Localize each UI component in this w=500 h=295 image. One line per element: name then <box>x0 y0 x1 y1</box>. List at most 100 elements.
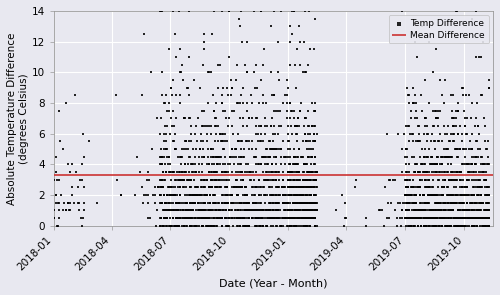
Temp Difference <box>163 216 171 220</box>
Temp Difference <box>188 208 196 213</box>
Temp Difference <box>191 162 199 167</box>
Temp Difference <box>421 200 429 205</box>
Temp Difference <box>470 200 478 205</box>
Temp Difference <box>482 193 490 197</box>
Temp Difference <box>392 208 400 213</box>
Temp Difference <box>234 139 242 144</box>
Temp Difference <box>222 185 230 190</box>
Temp Difference <box>76 177 84 182</box>
Temp Difference <box>430 162 438 167</box>
Temp Difference <box>228 108 236 113</box>
Temp Difference <box>197 139 205 144</box>
Temp Difference <box>265 200 273 205</box>
Temp Difference <box>418 24 426 29</box>
Temp Difference <box>204 70 212 75</box>
Temp Difference <box>412 139 420 144</box>
Temp Difference <box>304 200 312 205</box>
Temp Difference <box>252 223 260 228</box>
Temp Difference <box>478 154 486 159</box>
Temp Difference <box>156 216 164 220</box>
Temp Difference <box>416 208 424 213</box>
Temp Difference <box>294 185 302 190</box>
Temp Difference <box>300 200 308 205</box>
Temp Difference <box>266 139 274 144</box>
Temp Difference <box>215 208 223 213</box>
Temp Difference <box>299 208 307 213</box>
Temp Difference <box>435 216 443 220</box>
Temp Difference <box>472 216 480 220</box>
Temp Difference <box>299 200 307 205</box>
Temp Difference <box>222 216 230 220</box>
Temp Difference <box>432 116 440 121</box>
Temp Difference <box>179 208 187 213</box>
Temp Difference <box>260 162 268 167</box>
Temp Difference <box>474 185 482 190</box>
Temp Difference <box>204 200 212 205</box>
Temp Difference <box>466 216 474 220</box>
Temp Difference <box>403 193 411 197</box>
Temp Difference <box>252 216 260 220</box>
Temp Difference <box>233 185 241 190</box>
Temp Difference <box>226 154 234 159</box>
Temp Difference <box>198 216 206 220</box>
Temp Difference <box>200 32 207 36</box>
Temp Difference <box>294 216 302 220</box>
Temp Difference <box>294 208 302 213</box>
Temp Difference <box>245 116 253 121</box>
Temp Difference <box>270 124 278 128</box>
Temp Difference <box>418 208 426 213</box>
Temp Difference <box>312 177 320 182</box>
Temp Difference <box>460 223 468 228</box>
Temp Difference <box>280 193 287 197</box>
Temp Difference <box>424 208 432 213</box>
Temp Difference <box>264 208 272 213</box>
Temp Difference <box>173 216 181 220</box>
Temp Difference <box>252 131 260 136</box>
Temp Difference <box>313 208 321 213</box>
Temp Difference <box>292 193 300 197</box>
Temp Difference <box>222 162 230 167</box>
Temp Difference <box>303 223 311 228</box>
Temp Difference <box>162 139 170 144</box>
Temp Difference <box>281 208 289 213</box>
Temp Difference <box>296 193 304 197</box>
Temp Difference <box>156 193 164 197</box>
Temp Difference <box>234 139 242 144</box>
Temp Difference <box>304 208 312 213</box>
Temp Difference <box>215 208 223 213</box>
Temp Difference <box>444 154 452 159</box>
Temp Difference <box>156 193 164 197</box>
Temp Difference <box>312 216 320 220</box>
Temp Difference <box>305 185 313 190</box>
Temp Difference <box>286 208 294 213</box>
Temp Difference <box>288 208 296 213</box>
Temp Difference <box>166 108 173 113</box>
Temp Difference <box>470 208 478 213</box>
Temp Difference <box>394 200 402 205</box>
Temp Difference <box>288 9 296 13</box>
Temp Difference <box>452 216 460 220</box>
Temp Difference <box>449 208 457 213</box>
Temp Difference <box>454 108 462 113</box>
Temp Difference <box>226 9 234 13</box>
Temp Difference <box>170 139 178 144</box>
Temp Difference <box>220 193 228 197</box>
Temp Difference <box>262 216 270 220</box>
Temp Difference <box>459 216 467 220</box>
Temp Difference <box>240 223 248 228</box>
Temp Difference <box>65 208 73 213</box>
Temp Difference <box>244 193 252 197</box>
Temp Difference <box>164 216 172 220</box>
Temp Difference <box>240 216 248 220</box>
Temp Difference <box>268 162 276 167</box>
Temp Difference <box>298 154 306 159</box>
Temp Difference <box>462 177 470 182</box>
Temp Difference <box>280 193 288 197</box>
Temp Difference <box>415 216 423 220</box>
Temp Difference <box>454 208 462 213</box>
Temp Difference <box>482 170 490 174</box>
Temp Difference <box>403 177 411 182</box>
Temp Difference <box>446 208 454 213</box>
Temp Difference <box>294 216 302 220</box>
Temp Difference <box>251 208 259 213</box>
